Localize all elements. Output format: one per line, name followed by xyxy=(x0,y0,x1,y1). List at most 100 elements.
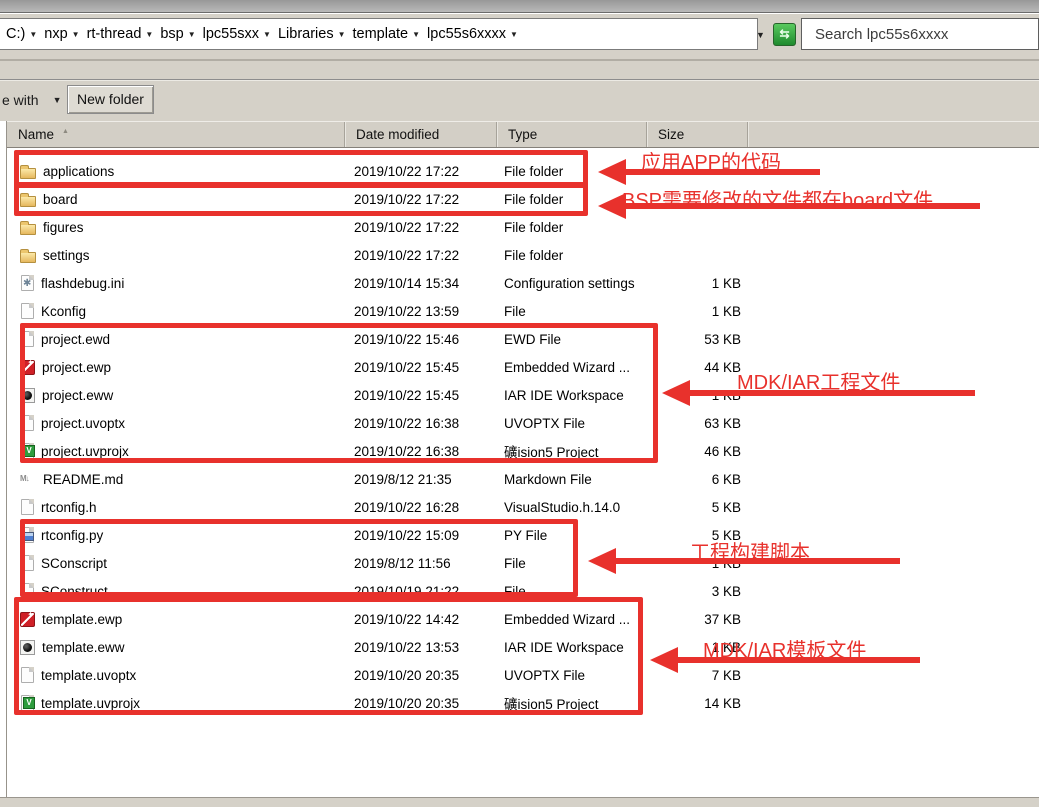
file-type: File folder xyxy=(504,247,564,263)
file-date-modified: 2019/10/22 16:38 xyxy=(354,415,460,431)
table-row[interactable]: applications 2019/10/22 17:22 File folde… xyxy=(7,157,1039,185)
file-size: 1 KB xyxy=(711,387,741,403)
table-row[interactable]: SConscript 2019/8/12 11:56 File 1 KB xyxy=(7,549,1039,577)
chevron-down-icon: ▼ xyxy=(52,95,62,105)
file-size: 5 KB xyxy=(711,527,741,543)
table-row[interactable]: figures 2019/10/22 17:22 File folder xyxy=(7,213,1039,241)
file-name: board xyxy=(43,191,78,207)
file-name: README.md xyxy=(43,471,124,487)
blank-file-icon xyxy=(21,303,34,319)
blank-file-icon xyxy=(21,583,34,599)
column-header-name[interactable]: Name ▲ xyxy=(7,122,345,147)
file-name: SConstruct xyxy=(41,583,108,599)
chevron-down-icon[interactable]: ▼ xyxy=(29,29,38,39)
table-row[interactable]: template.uvprojx 2019/10/20 20:35 礦ision… xyxy=(7,689,1039,717)
chevron-down-icon[interactable]: ▼ xyxy=(263,29,271,39)
file-date-modified: 2019/10/22 16:28 xyxy=(354,499,460,515)
new-folder-button[interactable]: New folder xyxy=(67,85,154,114)
file-date-modified: 2019/10/22 13:53 xyxy=(354,639,460,655)
file-list: applications 2019/10/22 17:22 File folde… xyxy=(7,157,1039,717)
table-row[interactable]: project.uvprojx 2019/10/22 16:38 礦ision5… xyxy=(7,437,1039,465)
file-size: 63 KB xyxy=(704,415,741,431)
column-header-blank xyxy=(748,122,1039,147)
file-type: Markdown File xyxy=(504,471,592,487)
file-name: project.eww xyxy=(42,387,114,403)
file-name: project.ewd xyxy=(41,331,111,347)
file-size: 3 KB xyxy=(711,583,741,599)
uvision-project-icon xyxy=(21,695,35,711)
folder-icon xyxy=(20,192,36,207)
table-row[interactable]: flashdebug.ini 2019/10/14 15:34 Configur… xyxy=(7,269,1039,297)
blank-file-icon xyxy=(21,331,34,347)
table-row[interactable]: template.ewp 2019/10/22 14:42 Embedded W… xyxy=(7,605,1039,633)
table-row[interactable]: template.uvoptx 2019/10/20 20:35 UVOPTX … xyxy=(7,661,1039,689)
breadcrumb-item[interactable]: lpc55sxx ▼ xyxy=(200,26,275,42)
file-type: Embedded Wizard ... xyxy=(504,359,631,375)
breadcrumb[interactable]: C:) ▼ nxp ▼ rt-thread ▼ bsp ▼ lpc55sxx ▼ Libraries… xyxy=(0,18,758,50)
refresh-icon[interactable]: ⇆ xyxy=(773,23,796,46)
table-row[interactable]: project.uvoptx 2019/10/22 16:38 UVOPTX F… xyxy=(7,409,1039,437)
uvision-project-icon xyxy=(21,443,35,459)
file-type: PY File xyxy=(504,527,548,543)
breadcrumb-item[interactable]: Libraries ▼ xyxy=(275,26,350,42)
file-size: 1 KB xyxy=(711,275,741,291)
table-row[interactable]: project.eww 2019/10/22 15:45 IAR IDE Wor… xyxy=(7,381,1039,409)
chevron-down-icon[interactable]: ▼ xyxy=(187,29,196,39)
table-row[interactable]: README.md 2019/8/12 21:35 Markdown File … xyxy=(7,465,1039,493)
column-header-size[interactable]: Size xyxy=(647,122,748,147)
divider xyxy=(0,59,1039,61)
table-row[interactable]: board 2019/10/22 17:22 File folder xyxy=(7,185,1039,213)
folder-icon xyxy=(20,164,36,179)
file-type: 礦ision5 Project xyxy=(504,445,599,460)
share-with-button[interactable]: e with ▼ xyxy=(2,92,62,108)
divider xyxy=(0,79,1039,81)
chevron-down-icon[interactable]: ▼ xyxy=(145,29,154,39)
address-dropdown-icon[interactable]: ▼ xyxy=(756,30,765,40)
iar-workspace-icon xyxy=(20,388,35,403)
table-row[interactable]: project.ewp 2019/10/22 15:45 Embedded Wi… xyxy=(7,353,1039,381)
file-type: File xyxy=(504,555,526,571)
table-row[interactable]: template.eww 2019/10/22 13:53 IAR IDE Wo… xyxy=(7,633,1039,661)
window-bottom-strip xyxy=(0,797,1039,807)
file-date-modified: 2019/10/14 15:34 xyxy=(354,275,460,291)
file-type: File xyxy=(504,583,526,599)
column-header-date[interactable]: Date modified xyxy=(345,122,497,147)
breadcrumb-item[interactable]: lpc55s6xxxx ▼ xyxy=(424,26,522,42)
breadcrumb-item[interactable]: nxp ▼ xyxy=(41,26,83,42)
breadcrumb-item[interactable]: bsp ▼ xyxy=(157,26,199,42)
file-date-modified: 2019/10/22 17:22 xyxy=(354,219,460,235)
chevron-down-icon[interactable]: ▼ xyxy=(71,29,80,39)
file-size: 53 KB xyxy=(704,331,741,347)
python-file-icon xyxy=(21,527,34,543)
table-row[interactable]: rtconfig.py 2019/10/22 15:09 PY File 5 K… xyxy=(7,521,1039,549)
breadcrumb-item[interactable]: rt-thread ▼ xyxy=(84,26,158,42)
file-date-modified: 2019/8/12 11:56 xyxy=(354,555,451,571)
file-name: settings xyxy=(43,247,90,263)
table-row[interactable]: Kconfig 2019/10/22 13:59 File 1 KB xyxy=(7,297,1039,325)
table-row[interactable]: SConstruct 2019/10/19 21:22 File 3 KB xyxy=(7,577,1039,605)
breadcrumb-item[interactable]: template ▼ xyxy=(350,26,425,42)
file-type: IAR IDE Workspace xyxy=(504,387,624,403)
file-type: Embedded Wizard ... xyxy=(504,611,631,627)
file-name: rtconfig.h xyxy=(41,499,97,515)
chevron-down-icon[interactable]: ▼ xyxy=(412,29,421,39)
chevron-down-icon[interactable]: ▼ xyxy=(337,29,346,39)
file-type: File xyxy=(504,303,526,319)
file-size: 5 KB xyxy=(711,499,741,515)
table-row[interactable]: rtconfig.h 2019/10/22 16:28 VisualStudio… xyxy=(7,493,1039,521)
file-name: project.uvoptx xyxy=(41,415,126,431)
file-name: rtconfig.py xyxy=(41,527,104,543)
pane-divider xyxy=(6,121,7,797)
ini-file-icon xyxy=(21,275,34,291)
table-row[interactable]: settings 2019/10/22 17:22 File folder xyxy=(7,241,1039,269)
file-type: File folder xyxy=(504,219,564,235)
chevron-down-icon[interactable]: ▼ xyxy=(510,29,518,39)
table-row[interactable]: project.ewd 2019/10/22 15:46 EWD File 53… xyxy=(7,325,1039,353)
search-input[interactable]: Search lpc55s6xxxx xyxy=(801,18,1039,50)
file-name: SConscript xyxy=(41,555,108,571)
column-header-row: Name ▲ Date modified Type Size xyxy=(7,121,1039,148)
column-header-type[interactable]: Type xyxy=(497,122,647,147)
breadcrumb-item[interactable]: C:) ▼ xyxy=(3,26,41,42)
blank-file-icon xyxy=(21,555,34,571)
